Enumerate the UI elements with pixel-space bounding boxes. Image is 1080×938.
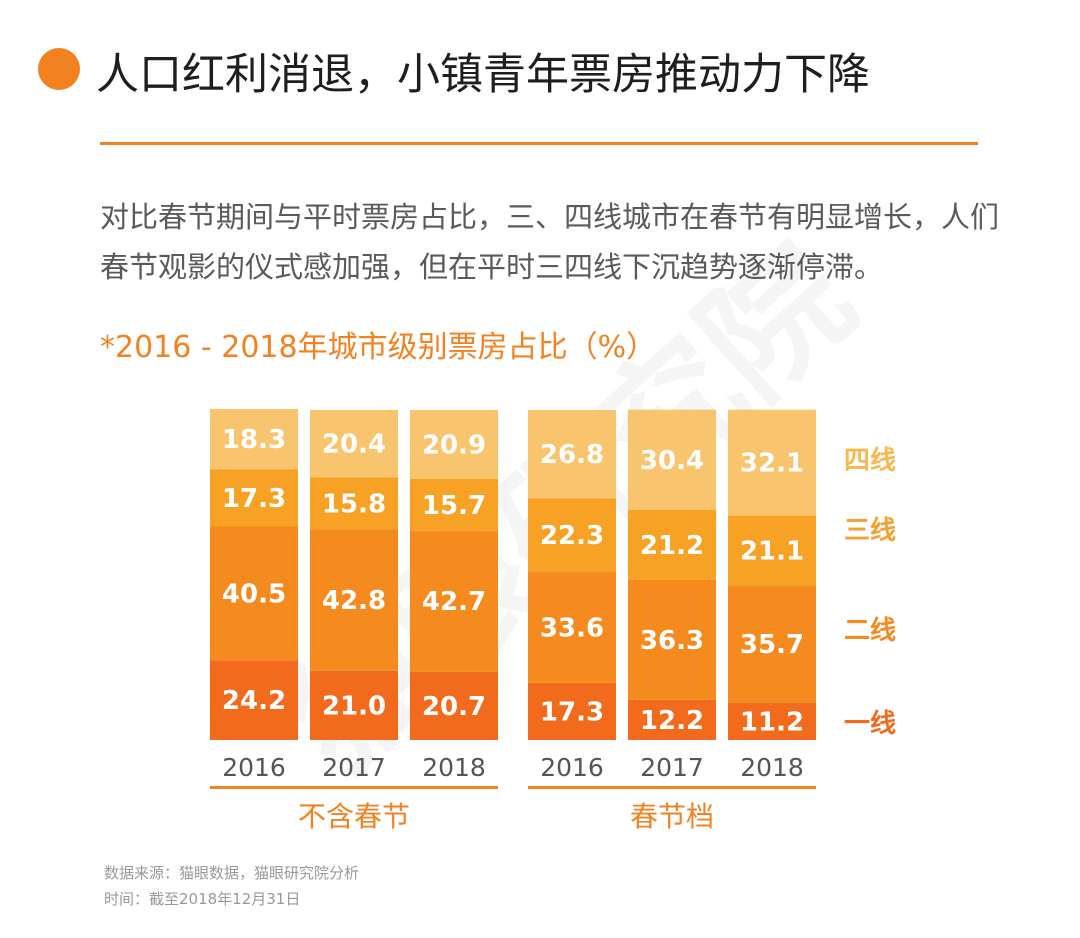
legend-label: 一线 (844, 709, 896, 739)
bar-segment-四线 (210, 409, 298, 470)
bar-value-label: 22.3 (540, 521, 604, 551)
bar-value-label: 20.9 (422, 430, 486, 460)
bar-segment-二线 (628, 579, 716, 700)
bar-segment-一线 (410, 671, 498, 740)
page-title: 人口红利消退，小镇青年票房推动力下降 (96, 50, 870, 100)
bar-value-label: 24.2 (222, 686, 286, 716)
bar-segment-二线 (528, 572, 616, 683)
bar-value-label: 32.1 (740, 449, 804, 479)
bar-segment-二线 (210, 526, 298, 661)
bar-value-label: 15.7 (422, 491, 486, 521)
bar-segment-四线 (728, 409, 816, 516)
legend-label: 二线 (844, 616, 896, 646)
bar-segment-二线 (728, 585, 816, 704)
bar-value-label: 21.2 (640, 531, 704, 561)
bar-value-label: 26.8 (540, 440, 604, 470)
bar-segment-三线 (628, 509, 716, 580)
bar-value-label: 20.7 (422, 692, 486, 722)
bar-segment-三线 (728, 515, 816, 586)
bar-segment-一线 (210, 660, 298, 740)
legend-label: 四线 (844, 446, 896, 476)
bar-segment-二线 (410, 530, 498, 672)
bar-segment-三线 (410, 478, 498, 531)
title-bullet-icon (38, 48, 80, 90)
bar-segment-四线 (528, 410, 616, 499)
bar-value-label: 42.8 (322, 586, 386, 616)
bar-value-label: 36.3 (640, 626, 704, 656)
bar-segment-四线 (628, 409, 716, 510)
x-tick-label: 2017 (640, 753, 704, 782)
bar-value-label: 33.6 (540, 613, 604, 643)
bar-value-label: 30.4 (640, 446, 704, 476)
description-text: 对比春节期间与平时票房占比，三、四线城市在春节有明显增长，人们春节观影的仪式感加… (100, 200, 1000, 284)
x-tick-label: 2018 (740, 753, 804, 782)
bar-value-label: 21.1 (740, 536, 804, 566)
bar-value-label: 17.3 (540, 697, 604, 727)
bar-value-label: 35.7 (740, 630, 804, 660)
bar-segment-一线 (728, 703, 816, 740)
footer-source: 数据来源：猫眼数据，猫眼研究院分析 (104, 864, 360, 882)
bar-value-label: 40.5 (222, 579, 286, 609)
bar-value-label: 18.3 (222, 425, 286, 455)
bar-segment-一线 (310, 670, 398, 740)
bar-value-label: 15.8 (322, 489, 386, 519)
title-divider (100, 142, 978, 145)
group-label: 不含春节 (298, 800, 410, 833)
x-tick-label: 2018 (422, 753, 486, 782)
bar-segment-一线 (528, 682, 616, 740)
group-underline (528, 786, 816, 789)
legend-label: 三线 (844, 516, 896, 546)
bar-value-label: 17.3 (222, 484, 286, 514)
x-tick-label: 2017 (322, 753, 386, 782)
x-tick-label: 2016 (540, 753, 604, 782)
bar-segment-一线 (628, 699, 716, 740)
bar-segment-四线 (310, 410, 398, 478)
group-underline (210, 786, 498, 789)
bar-segment-三线 (210, 469, 298, 527)
bar-segment-三线 (528, 498, 616, 573)
x-tick-label: 2016 (222, 753, 286, 782)
footer: 数据来源：猫眼数据，猫眼研究院分析 时间：截至2018年12月31日 (104, 860, 359, 912)
bar-value-label: 21.0 (322, 691, 386, 721)
bar-segment-二线 (310, 529, 398, 671)
bar-value-label: 42.7 (422, 587, 486, 617)
chart-title: *2016 - 2018年城市级别票房占比（%） (100, 330, 657, 365)
footer-time: 时间：截至2018年12月31日 (104, 890, 301, 908)
bar-value-label: 11.2 (740, 708, 804, 738)
bar-value-label: 20.4 (322, 430, 386, 460)
bar-value-label: 12.2 (640, 706, 704, 736)
bar-segment-四线 (410, 410, 498, 479)
bar-segment-三线 (310, 477, 398, 530)
group-label: 春节档 (630, 800, 714, 833)
